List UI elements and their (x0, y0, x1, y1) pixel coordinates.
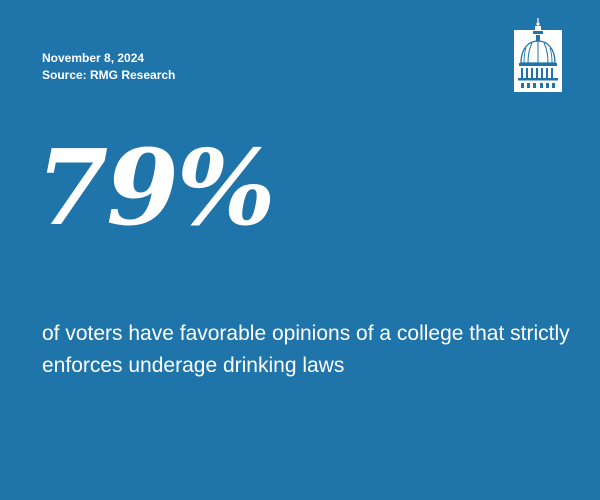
capitol-dome-icon (514, 18, 562, 92)
card-meta: November 8, 2024 Source: RMG Research (42, 50, 175, 84)
statistic-description: of voters have favorable opinions of a c… (42, 322, 570, 377)
publish-date: November 8, 2024 (42, 51, 145, 65)
headline-statistic: 79% (36, 126, 276, 249)
source-line: Source: RMG Research (42, 68, 176, 82)
